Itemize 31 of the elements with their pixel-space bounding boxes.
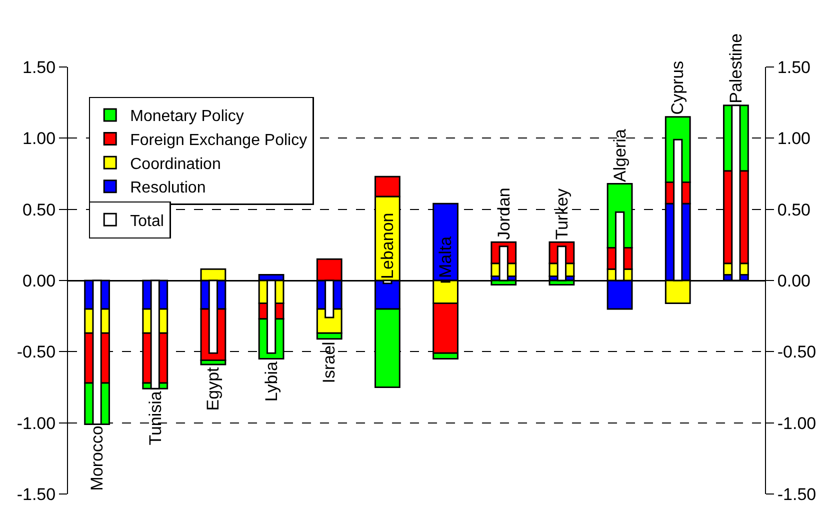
y-tick-label: 0.00 (22, 271, 56, 290)
legend-label: Monetary Policy (130, 108, 244, 126)
x-tick-label: Turkey (552, 188, 572, 240)
legend-label: Resolution (130, 180, 206, 197)
x-tick-label: Egypt (204, 366, 223, 411)
y-tick-label: 1.50 (22, 58, 56, 77)
y2-tick-label: -0.50 (777, 342, 816, 362)
legend-label: Total (130, 212, 164, 230)
y2-tick-label: 1.50 (777, 58, 810, 77)
y-tick-label: 1.00 (22, 129, 56, 148)
x-tick-label: Lybia (262, 361, 282, 402)
x-tick-label: Cyprus (668, 60, 688, 115)
y-tick-label: -0.50 (16, 342, 56, 362)
x-tick-label: Algeria (610, 128, 630, 182)
x-tick-label: Tunisia (146, 390, 165, 446)
y2-tick-label: 0.50 (777, 200, 810, 220)
x-tick-label: Malta (436, 236, 456, 278)
y-tick-label: 0.50 (22, 200, 56, 220)
y2-tick-label: -1.00 (777, 414, 816, 433)
y2-tick-label: -1.50 (777, 484, 816, 504)
y-tick-label: -1.50 (16, 484, 56, 504)
x-tick-label: Morocco (87, 426, 106, 491)
y-tick-label: -1.00 (16, 414, 56, 433)
x-tick-label: Palestine (726, 33, 746, 104)
y2-tick-label: 0.00 (777, 271, 810, 290)
legend-label: Coordination (130, 156, 221, 173)
x-tick-label: Lebanon (378, 212, 397, 279)
legend-label: Foreign Exchange Policy (130, 132, 308, 150)
x-tick-label: Israel (320, 342, 339, 384)
x-tick-label: Jordan (494, 188, 514, 240)
y2-tick-label: 1.00 (777, 129, 810, 148)
